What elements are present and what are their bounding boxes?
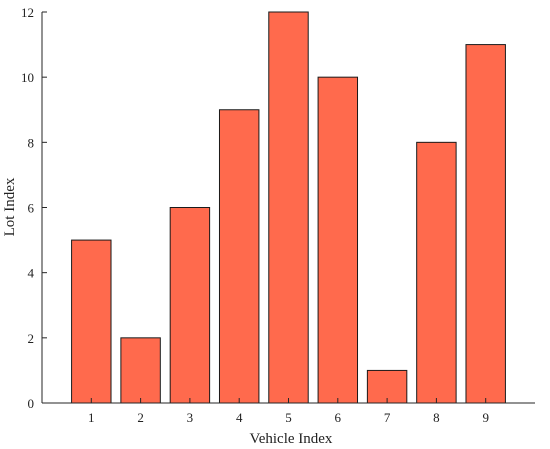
y-tick-label: 6 (28, 201, 35, 216)
bar-5 (268, 11, 309, 404)
y-tick-label: 4 (28, 266, 35, 281)
bar-2 (120, 337, 161, 404)
x-tick-label: 7 (384, 410, 391, 425)
x-tick-label: 9 (482, 410, 489, 425)
x-tick-label: 6 (335, 410, 342, 425)
y-tick-label: 10 (21, 70, 34, 85)
bar-3 (169, 207, 211, 404)
y-tick-label: 0 (28, 396, 35, 411)
bar-8 (416, 141, 457, 404)
x-tick-label: 2 (137, 410, 144, 425)
x-tick-label: 3 (187, 410, 194, 425)
bar-6 (317, 76, 359, 404)
y-tick-label: 12 (21, 5, 34, 20)
x-axis-label: Vehicle Index (250, 431, 333, 447)
bar-7 (366, 369, 408, 404)
y-axis-label: Lot Index (2, 177, 18, 236)
y-tick-label: 2 (28, 331, 35, 346)
y-tick-label: 8 (28, 135, 35, 150)
x-tick-label: 4 (236, 410, 243, 425)
bar-9 (465, 44, 506, 404)
bar-1 (71, 239, 112, 404)
x-tick-label: 8 (433, 410, 440, 425)
x-tick-label: 1 (88, 410, 95, 425)
bar-4 (218, 109, 260, 404)
bars (71, 11, 506, 404)
x-tick-label: 5 (285, 410, 292, 425)
